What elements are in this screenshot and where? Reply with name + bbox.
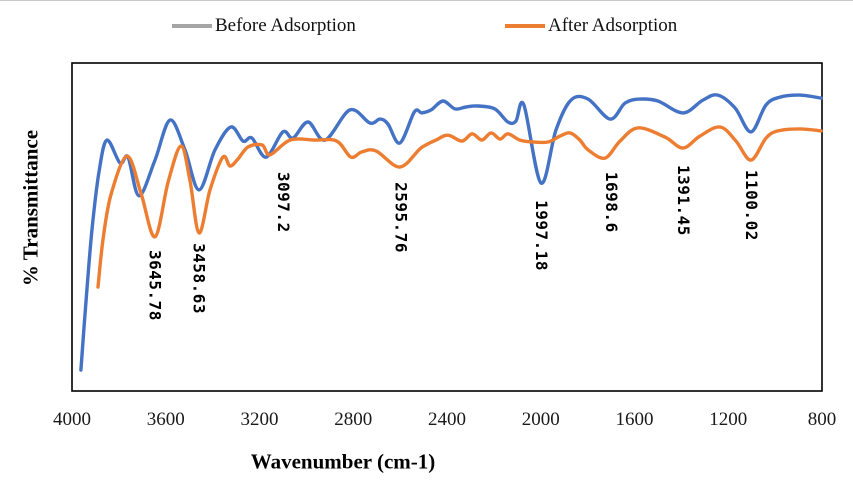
x-tick-label: 4000 <box>53 409 91 430</box>
peak-label: 1698.6 <box>602 172 621 233</box>
x-axis-title: Wavenumber (cm-1) <box>250 449 436 474</box>
legend-line-swatch <box>505 24 545 28</box>
peak-label: 3097.2 <box>274 172 293 233</box>
x-tick-label: 2800 <box>334 409 373 430</box>
figure-top-edge <box>0 0 853 1</box>
peak-label: 1391.45 <box>674 165 693 236</box>
plot-border <box>71 62 823 392</box>
x-tick-label: 3600 <box>146 409 185 430</box>
legend-item: After Adsorption <box>505 14 677 38</box>
peak-label: 3458.63 <box>189 243 208 314</box>
after-adsorption-curve <box>96 125 823 289</box>
x-tick-label: 1200 <box>709 409 748 430</box>
x-axis-tick-labels: 4000 3600 3200 2800 2400 2000 1600 1200 800 <box>0 407 853 435</box>
legend-label: After Adsorption <box>548 15 678 36</box>
peak-label: 2595.76 <box>392 182 411 253</box>
legend-item: Before Adsorption <box>172 14 356 38</box>
x-tick-label: 1600 <box>615 409 654 430</box>
legend-line-swatch <box>172 24 212 28</box>
x-tick-label: 2400 <box>428 409 466 430</box>
x-tick-label: 800 <box>807 409 837 430</box>
peak-label: 1997.18 <box>532 200 551 271</box>
chart-legend: Before Adsorption After Adsorption <box>0 0 853 46</box>
x-tick-label: 2000 <box>521 409 560 430</box>
before-adsorption-curve <box>79 93 823 372</box>
x-tick-label: 3200 <box>240 409 279 430</box>
peak-label: 1100.02 <box>742 170 761 241</box>
peak-label: 3645.78 <box>146 250 165 321</box>
legend-label: Before Adsorption <box>215 15 356 36</box>
